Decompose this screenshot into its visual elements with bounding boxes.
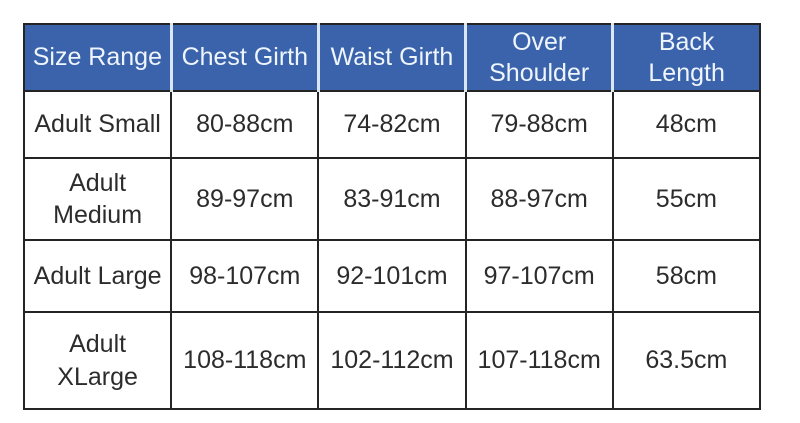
- cell-size-range: Adult Medium: [22, 157, 173, 241]
- cell-chest-girth: 89-97cm: [170, 157, 320, 241]
- cell-chest-girth: 98-107cm: [170, 239, 320, 313]
- cell-size-range: Adult XLarge: [22, 311, 173, 410]
- cell-over-shoulder: 88-97cm: [464, 157, 614, 241]
- table-row-adult-medium: Adult Medium 89-97cm 83-91cm 88-97cm 55c…: [22, 157, 762, 241]
- cell-back-length: 55cm: [611, 157, 762, 241]
- cell-waist-girth: 102-112cm: [317, 311, 467, 410]
- header-size-range: Size Range: [22, 23, 173, 92]
- cell-waist-girth: 83-91cm: [317, 157, 467, 241]
- header-row: Size Range Chest Girth Waist Girth Over …: [22, 23, 762, 92]
- cell-size-range: Adult Small: [22, 90, 173, 159]
- cell-over-shoulder: 97-107cm: [464, 239, 614, 313]
- table-row-adult-xlarge: Adult XLarge 108-118cm 102-112cm 107-118…: [22, 311, 762, 410]
- header-over-shoulder: Over Shoulder: [464, 23, 614, 92]
- table-row-adult-large: Adult Large 98-107cm 92-101cm 97-107cm 5…: [22, 239, 762, 313]
- cell-over-shoulder: 107-118cm: [464, 311, 614, 410]
- cell-waist-girth: 74-82cm: [317, 90, 467, 159]
- cell-size-range: Adult Large: [22, 239, 173, 313]
- size-chart-table: Size Range Chest Girth Waist Girth Over …: [22, 23, 762, 410]
- header-back-length: Back Length: [611, 23, 762, 92]
- cell-chest-girth: 80-88cm: [170, 90, 320, 159]
- cell-waist-girth: 92-101cm: [317, 239, 467, 313]
- header-waist-girth: Waist Girth: [316, 23, 467, 92]
- cell-back-length: 48cm: [611, 90, 762, 159]
- cell-over-shoulder: 79-88cm: [464, 90, 614, 159]
- cell-back-length: 58cm: [611, 239, 762, 313]
- header-chest-girth: Chest Girth: [169, 23, 320, 92]
- cell-chest-girth: 108-118cm: [170, 311, 320, 410]
- cell-back-length: 63.5cm: [611, 311, 762, 410]
- table-row-adult-small: Adult Small 80-88cm 74-82cm 79-88cm 48cm: [22, 90, 762, 159]
